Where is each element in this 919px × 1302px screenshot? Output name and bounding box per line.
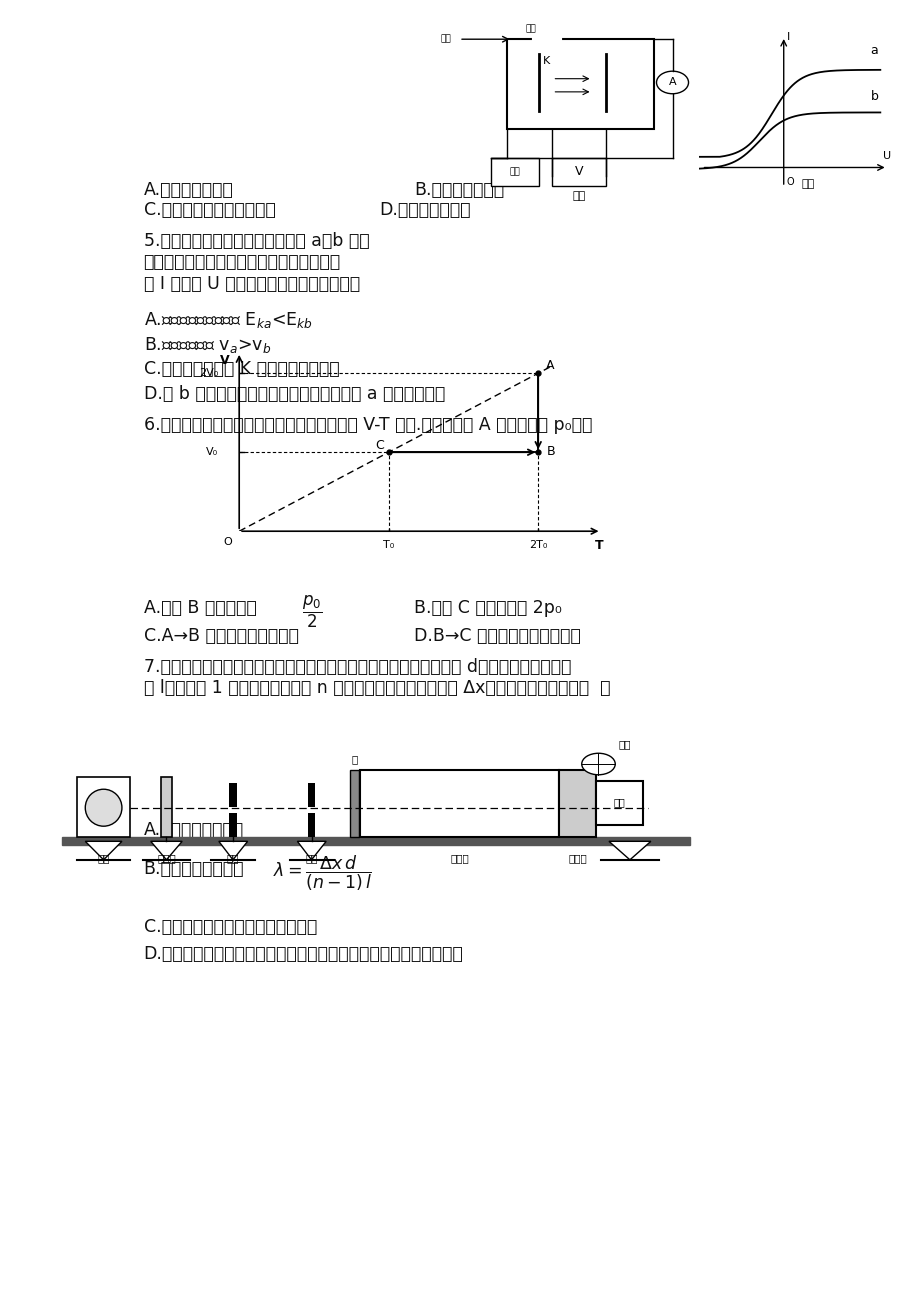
Text: B: B xyxy=(546,445,554,458)
Text: 2V₀: 2V₀ xyxy=(199,368,219,379)
Text: $\lambda =\dfrac{\Delta x\,d}{(n-1)\,l}$: $\lambda =\dfrac{\Delta x\,d}{(n-1)\,l}$ xyxy=(273,854,372,893)
Text: 滤光片: 滤光片 xyxy=(157,854,176,863)
Text: T₀: T₀ xyxy=(382,540,394,551)
Bar xyxy=(360,769,559,837)
Text: B.两种光的频率 v$_a$>v$_b$: B.两种光的频率 v$_a$>v$_b$ xyxy=(143,335,270,354)
Text: B.电流表读数减小: B.电流表读数减小 xyxy=(414,181,504,199)
Text: A.电压表读数增大: A.电压表读数增大 xyxy=(143,181,233,199)
Text: A.状态 B 时的压强为: A.状态 B 时的压强为 xyxy=(143,599,256,617)
Text: 图乙: 图乙 xyxy=(800,178,813,189)
Polygon shape xyxy=(151,841,182,859)
Text: C: C xyxy=(375,439,383,452)
FancyBboxPatch shape xyxy=(506,39,653,129)
Bar xyxy=(229,812,236,837)
Text: A.中央亮纹最亮最宽: A.中央亮纹最亮最宽 xyxy=(143,822,244,838)
Text: 单缝: 单缝 xyxy=(226,854,239,863)
Text: I: I xyxy=(787,31,789,42)
Circle shape xyxy=(656,72,687,94)
Bar xyxy=(229,783,236,807)
Text: 5.某实验小组用图甲所示电路研究 a、b 两种: 5.某实验小组用图甲所示电路研究 a、b 两种 xyxy=(143,233,369,250)
Text: 目镜: 目镜 xyxy=(613,798,625,807)
Polygon shape xyxy=(85,841,122,859)
Bar xyxy=(62,837,689,845)
Bar xyxy=(308,783,315,807)
Text: D.将屏向远离双缝的方向移动，可以增加从目镜中观察到的条纹个数: D.将屏向远离双缝的方向移动，可以增加从目镜中观察到的条纹个数 xyxy=(143,945,463,963)
Text: C.A→B 过程中气体对外做功: C.A→B 过程中气体对外做功 xyxy=(143,628,298,646)
Text: 屏: 屏 xyxy=(351,754,357,764)
Bar xyxy=(161,777,172,837)
Text: 为 l，测得第 1 条暗条纹中心到第 n 条暗条纹中心之间的距离为 Δx，下列说法正确的是（  ）: 为 l，测得第 1 条暗条纹中心到第 n 条暗条纹中心之间的距离为 Δx，下列说… xyxy=(143,678,609,697)
Text: 遮光筒: 遮光筒 xyxy=(450,854,469,863)
Text: B.状态 C 时的压强为 2p₀: B.状态 C 时的压强为 2p₀ xyxy=(414,599,562,617)
FancyBboxPatch shape xyxy=(491,158,539,186)
Bar xyxy=(77,777,130,837)
Text: 电源: 电源 xyxy=(509,167,520,176)
Text: D.B→C 过程中气体向外界放热: D.B→C 过程中气体向外界放热 xyxy=(414,628,581,646)
Text: C.将单缝向双缝靠近，干涉条纹变宽: C.将单缝向双缝靠近，干涉条纹变宽 xyxy=(143,918,316,936)
Text: D.用户的功率减小: D.用户的功率减小 xyxy=(379,202,470,219)
Text: V: V xyxy=(220,354,229,367)
Text: 窗口: 窗口 xyxy=(526,25,536,34)
Text: 测量头: 测量头 xyxy=(568,854,586,863)
Text: U: U xyxy=(882,151,890,160)
FancyBboxPatch shape xyxy=(551,158,606,186)
Polygon shape xyxy=(297,841,326,859)
Text: b: b xyxy=(869,90,878,103)
Text: 2T₀: 2T₀ xyxy=(528,540,547,551)
Text: C.两种光照射金属 K 时的递出功不一样: C.两种光照射金属 K 时的递出功不一样 xyxy=(143,359,339,378)
Text: V₀: V₀ xyxy=(206,447,219,457)
Text: T: T xyxy=(595,539,603,552)
Bar xyxy=(349,769,358,837)
Text: 双缝: 双缝 xyxy=(305,854,317,863)
Text: 光束: 光束 xyxy=(440,35,450,44)
Polygon shape xyxy=(608,841,650,859)
Bar xyxy=(559,769,596,837)
Text: 光源: 光源 xyxy=(97,854,109,863)
Text: A: A xyxy=(546,359,554,372)
Text: 转轮: 转轮 xyxy=(618,740,630,749)
Bar xyxy=(308,812,315,837)
Text: O: O xyxy=(785,177,793,187)
Polygon shape xyxy=(219,841,247,859)
Text: 单色光的光电效应现象，通过实验得到光电: 单色光的光电效应现象，通过实验得到光电 xyxy=(143,254,340,272)
Circle shape xyxy=(581,754,615,775)
Text: C.输电线上损耗的功率减小: C.输电线上损耗的功率减小 xyxy=(143,202,275,219)
Bar xyxy=(596,781,642,824)
Text: K: K xyxy=(542,56,550,65)
Text: 流 I 与电压 U 的关系如图乙所示，由图可知: 流 I 与电压 U 的关系如图乙所示，由图可知 xyxy=(143,275,359,293)
Ellipse shape xyxy=(85,789,122,827)
Text: a: a xyxy=(869,44,878,57)
Text: A: A xyxy=(668,77,675,87)
Text: V: V xyxy=(574,165,583,178)
Text: B.测得单色光的波长: B.测得单色光的波长 xyxy=(143,861,244,878)
Text: 7.某同学利用如图所示装置测量某种单色光的波长。若双缝的间距为 d，屏与双缝间的距离: 7.某同学利用如图所示装置测量某种单色光的波长。若双缝的间距为 d，屏与双缝间的… xyxy=(143,658,571,676)
Text: $\dfrac{p_0}{2}$: $\dfrac{p_0}{2}$ xyxy=(301,594,322,630)
Text: A.光电子的最大初动能 E$_{ka}$<E$_{kb}$: A.光电子的最大初动能 E$_{ka}$<E$_{kb}$ xyxy=(143,310,312,329)
Text: O: O xyxy=(223,538,232,547)
Text: D.若 b 光可以让处于基态的氢原子电离，则 a 光一定也可以: D.若 b 光可以让处于基态的氢原子电离，则 a 光一定也可以 xyxy=(143,385,444,402)
Text: 图甲: 图甲 xyxy=(572,191,585,201)
Text: 6.如图所示为一定质量的理想气体状态变化的 V-T 图像.已知在状态 A 时的压强为 p₀，则: 6.如图所示为一定质量的理想气体状态变化的 V-T 图像.已知在状态 A 时的压… xyxy=(143,415,591,434)
